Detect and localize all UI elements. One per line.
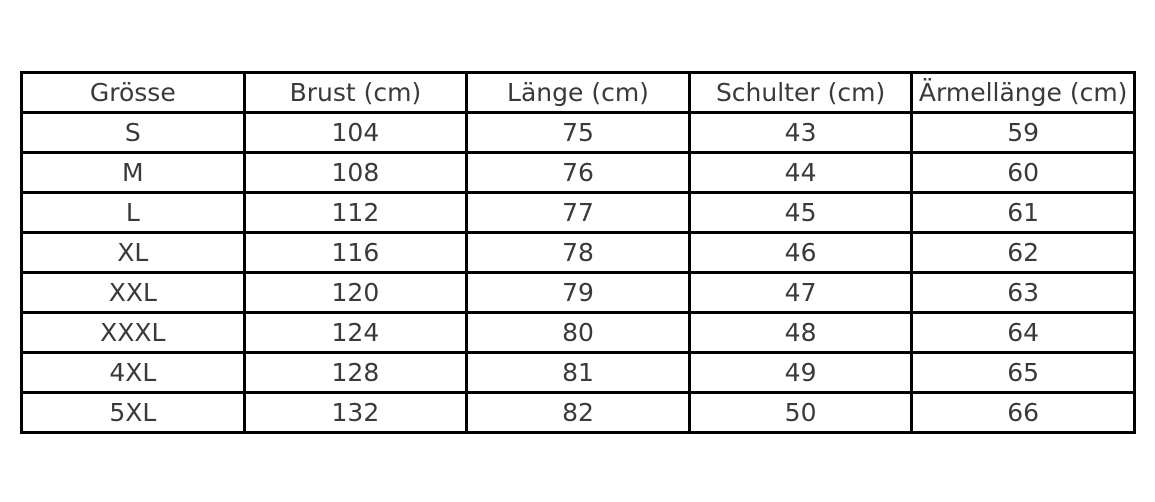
measurement-cell: 112 bbox=[242, 191, 469, 234]
table-row: 4XL 128 81 49 65 bbox=[20, 351, 1136, 394]
measurement-cell: 81 bbox=[465, 351, 691, 394]
measurement-cell: 46 bbox=[687, 231, 914, 274]
measurement-cell: 60 bbox=[910, 151, 1136, 194]
size-cell: 5XL bbox=[20, 391, 246, 434]
measurement-cell: 65 bbox=[910, 351, 1136, 394]
measurement-cell: 44 bbox=[687, 151, 914, 194]
column-header-sleeve: Ärmellänge (cm) bbox=[910, 71, 1136, 114]
table-row: M 108 76 44 60 bbox=[20, 151, 1136, 194]
measurement-cell: 120 bbox=[242, 271, 469, 314]
table-row: S 104 75 43 59 bbox=[20, 111, 1136, 154]
column-header-chest: Brust (cm) bbox=[242, 71, 469, 114]
measurement-cell: 66 bbox=[910, 391, 1136, 434]
table-body: S 104 75 43 59 M 108 76 44 60 L 112 77 45 61 XL 116 78 46 6… bbox=[20, 111, 1136, 434]
measurement-cell: 82 bbox=[465, 391, 691, 434]
measurement-cell: 59 bbox=[910, 111, 1136, 154]
measurement-cell: 63 bbox=[910, 271, 1136, 314]
table-row: L 112 77 45 61 bbox=[20, 191, 1136, 234]
measurement-cell: 64 bbox=[910, 311, 1136, 354]
measurement-cell: 47 bbox=[687, 271, 914, 314]
measurement-cell: 124 bbox=[242, 311, 469, 354]
measurement-cell: 132 bbox=[242, 391, 469, 434]
size-cell: M bbox=[20, 151, 246, 194]
measurement-cell: 104 bbox=[242, 111, 469, 154]
size-chart-table: Grösse Brust (cm) Länge (cm) Schulter (c… bbox=[20, 71, 1136, 434]
measurement-cell: 79 bbox=[465, 271, 691, 314]
size-cell: XXXL bbox=[20, 311, 246, 354]
measurement-cell: 45 bbox=[687, 191, 914, 234]
measurement-cell: 77 bbox=[465, 191, 691, 234]
measurement-cell: 43 bbox=[687, 111, 914, 154]
table-row: XL 116 78 46 62 bbox=[20, 231, 1136, 274]
measurement-cell: 108 bbox=[242, 151, 469, 194]
measurement-cell: 78 bbox=[465, 231, 691, 274]
size-cell: S bbox=[20, 111, 246, 154]
column-header-shoulder: Schulter (cm) bbox=[687, 71, 914, 114]
size-cell: XXL bbox=[20, 271, 246, 314]
measurement-cell: 80 bbox=[465, 311, 691, 354]
table-row: XXL 120 79 47 63 bbox=[20, 271, 1136, 314]
size-cell: 4XL bbox=[20, 351, 246, 394]
size-cell: L bbox=[20, 191, 246, 234]
measurement-cell: 75 bbox=[465, 111, 691, 154]
column-header-size: Grösse bbox=[20, 71, 246, 114]
table-row: XXXL 124 80 48 64 bbox=[20, 311, 1136, 354]
column-header-length: Länge (cm) bbox=[465, 71, 691, 114]
measurement-cell: 128 bbox=[242, 351, 469, 394]
measurement-cell: 62 bbox=[910, 231, 1136, 274]
table-row: 5XL 132 82 50 66 bbox=[20, 391, 1136, 434]
size-cell: XL bbox=[20, 231, 246, 274]
measurement-cell: 61 bbox=[910, 191, 1136, 234]
measurement-cell: 50 bbox=[687, 391, 914, 434]
measurement-cell: 116 bbox=[242, 231, 469, 274]
header-row: Grösse Brust (cm) Länge (cm) Schulter (c… bbox=[20, 71, 1136, 114]
measurement-cell: 49 bbox=[687, 351, 914, 394]
measurement-cell: 48 bbox=[687, 311, 914, 354]
measurement-cell: 76 bbox=[465, 151, 691, 194]
